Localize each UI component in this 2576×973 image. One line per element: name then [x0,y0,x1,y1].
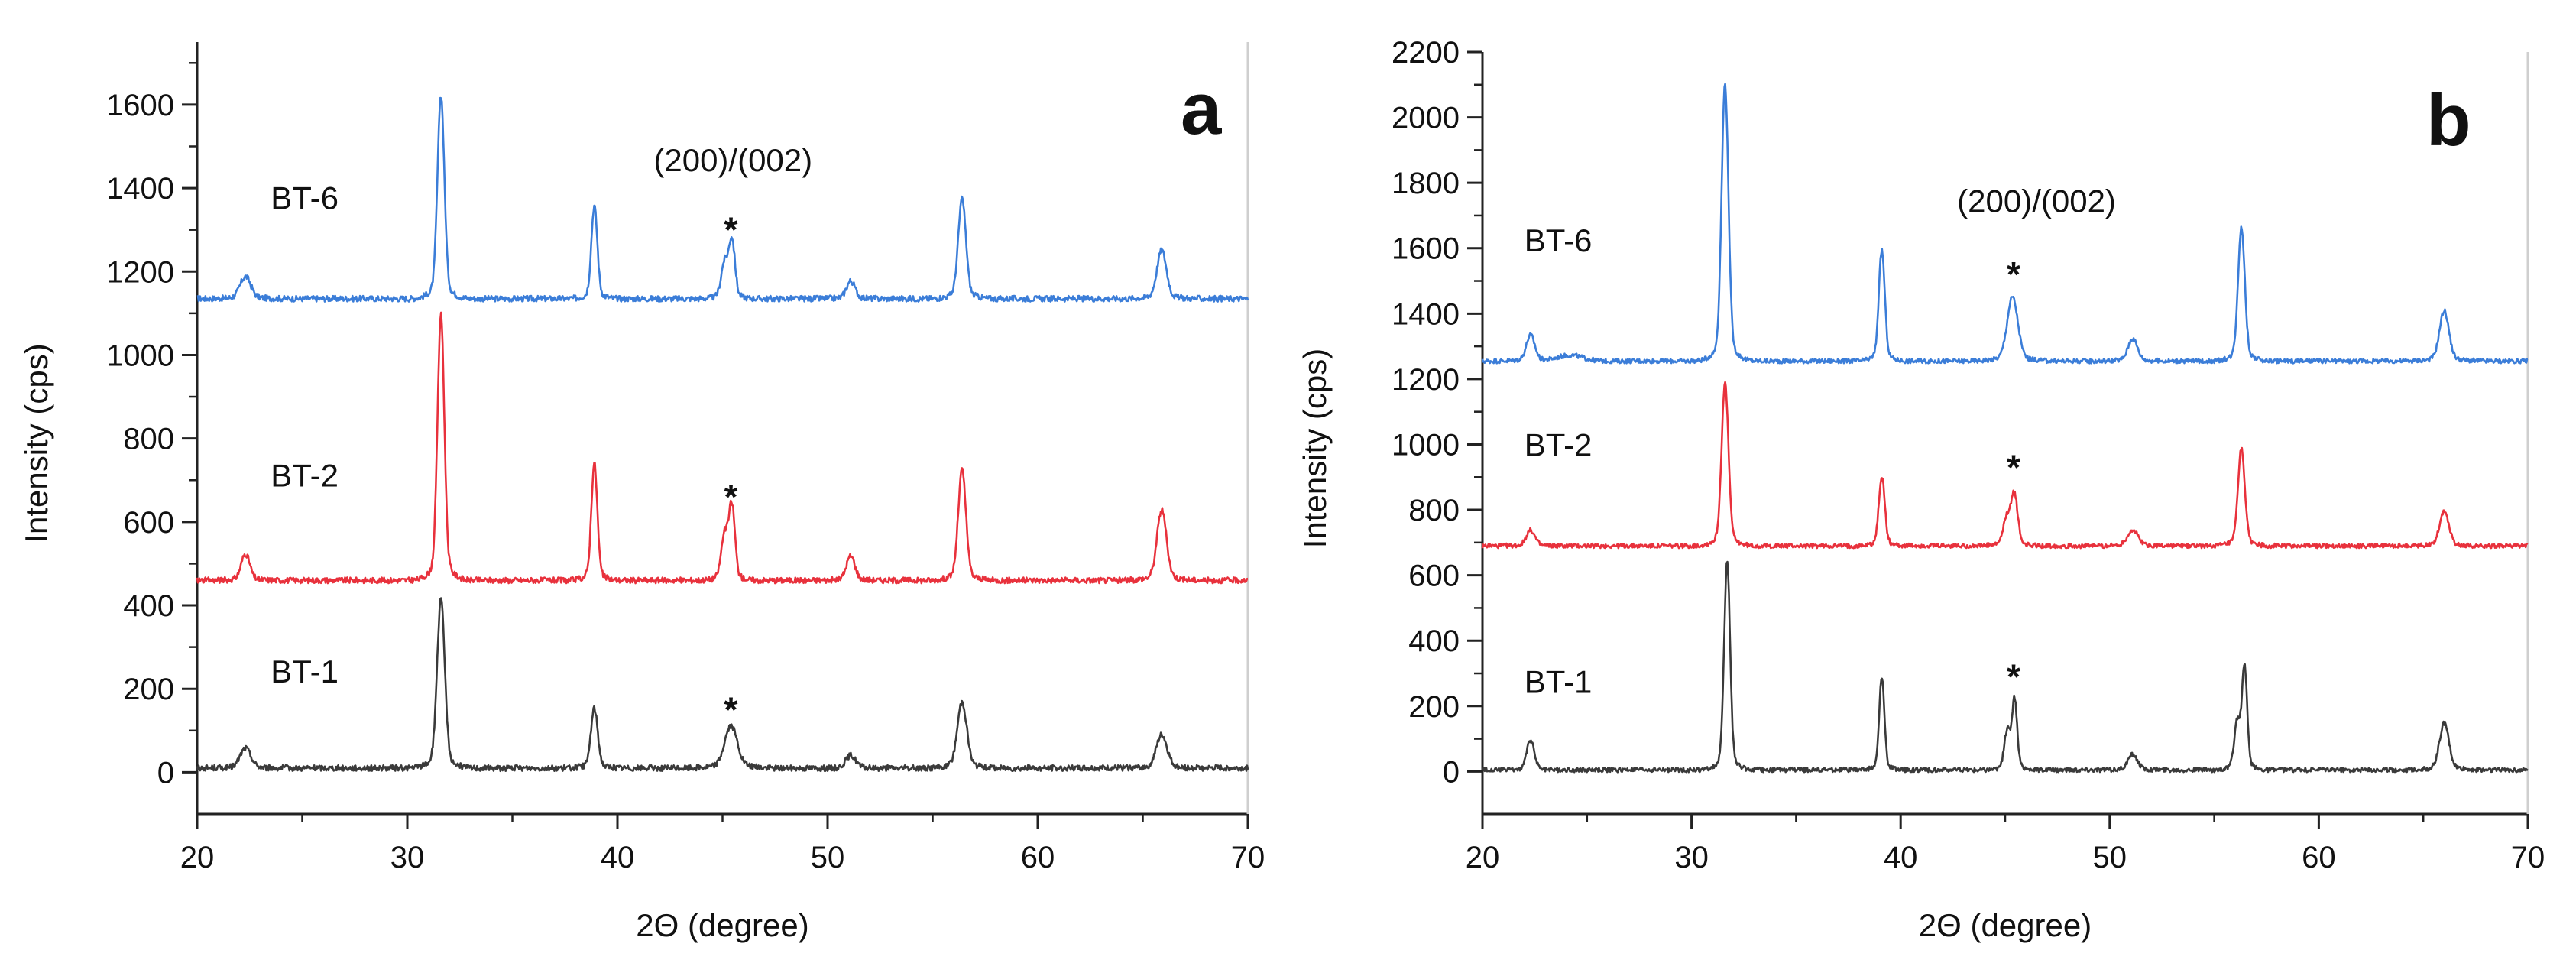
series-line-bt-2 [196,311,1249,585]
y-tick-label: 1600 [106,89,174,122]
series-line-bt-1 [1481,560,2529,774]
y-tick-label: 2200 [1392,36,1460,70]
y-tick-label: 1200 [106,255,174,289]
y-tick-label: 600 [123,506,174,540]
y-tick-label: 1200 [1392,363,1460,397]
series-label-bt-6: BT-6 [1525,222,1593,258]
peak-star-marker: * [2007,447,2020,487]
x-tick-label: 60 [1021,841,1055,874]
x-axis-title: 2Θ (degree) [636,907,808,943]
x-tick-label: 50 [2093,841,2127,874]
peak-annotation: (200)/(002) [1957,183,2116,219]
y-tick-label: 2000 [1392,102,1460,135]
panel-letter: b [2426,79,2471,161]
y-tick-label: 1400 [106,172,174,206]
peak-star-marker: * [2007,657,2020,696]
y-tick-label: 1600 [1392,232,1460,266]
series-line-bt-6 [196,96,1249,303]
y-tick-label: 1400 [1392,297,1460,331]
series-label-bt-6: BT-6 [271,180,339,216]
y-tick-label: 800 [123,423,174,456]
y-tick-label: 1000 [1392,428,1460,462]
y-tick-label: 800 [1408,494,1460,527]
peak-star-marker: * [724,210,738,250]
peak-annotation: (200)/(002) [653,142,812,178]
y-tick-label: 600 [1408,559,1460,593]
y-axis-title: Intensity (cps) [1297,349,1333,548]
series-line-bt-1 [196,597,1249,773]
x-tick-label: 60 [2302,841,2336,874]
y-tick-label: 1800 [1392,167,1460,200]
series-line-bt-2 [1481,381,2529,550]
y-tick-label: 1000 [106,339,174,372]
x-tick-label: 20 [180,841,215,874]
series-line-bt-6 [1481,83,2529,365]
peak-star-marker: * [724,690,738,730]
x-tick-label: 30 [390,841,425,874]
y-axis-title: Intensity (cps) [18,343,54,543]
x-tick-label: 50 [811,841,845,874]
x-tick-label: 70 [2511,841,2545,874]
y-tick-label: 200 [123,673,174,706]
series-label-bt-1: BT-1 [271,654,339,689]
peak-star-marker: * [2007,255,2020,294]
panel-letter: a [1181,68,1222,150]
series-label-bt-1: BT-1 [1525,664,1593,700]
y-tick-label: 400 [123,589,174,623]
peak-star-marker: * [724,477,738,517]
x-tick-label: 20 [1466,841,1500,874]
y-tick-label: 0 [157,756,174,790]
y-tick-label: 200 [1408,690,1460,724]
x-tick-label: 40 [1884,841,1918,874]
series-label-bt-2: BT-2 [1525,426,1593,462]
x-tick-label: 70 [1231,841,1265,874]
x-axis-title: 2Θ (degree) [1919,907,2092,943]
chart-panel-a: 20 30 40 50 60 70 0 200 400 600 800 1000 1200 1400 160… [18,42,1265,943]
x-tick-label: 40 [601,841,635,874]
y-tick-label: 400 [1408,624,1460,658]
series-label-bt-2: BT-2 [271,457,339,493]
x-tick-label: 30 [1674,841,1709,874]
chart-panel-b: 20 30 40 50 60 70 0 200 400 600 800 1000 1200 1400 160… [1297,36,2545,943]
y-tick-label: 0 [1443,755,1460,789]
